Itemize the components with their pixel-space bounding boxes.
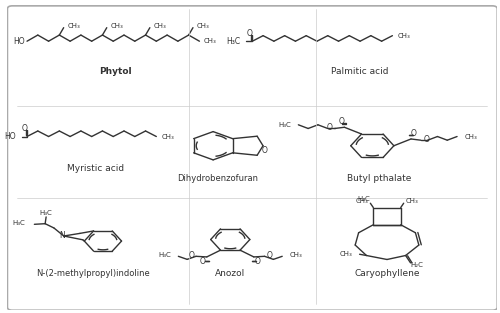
Text: Caryophyllene: Caryophyllene bbox=[354, 269, 420, 279]
Text: O: O bbox=[266, 251, 272, 259]
Text: O: O bbox=[200, 257, 206, 266]
Text: CH₃: CH₃ bbox=[197, 23, 209, 29]
Text: O: O bbox=[326, 123, 332, 132]
Text: CH₃: CH₃ bbox=[161, 134, 174, 140]
Text: N-(2-methylpropyl)indoline: N-(2-methylpropyl)indoline bbox=[36, 269, 150, 279]
Text: CH₃: CH₃ bbox=[464, 134, 477, 140]
Text: H₂C: H₂C bbox=[410, 262, 423, 268]
Text: O: O bbox=[410, 129, 416, 138]
Text: H₃C: H₃C bbox=[357, 196, 370, 202]
Text: Phytol: Phytol bbox=[99, 68, 132, 76]
Text: CH₃: CH₃ bbox=[290, 252, 302, 258]
Text: CH₃: CH₃ bbox=[340, 251, 352, 257]
Text: CH₃: CH₃ bbox=[398, 33, 410, 39]
Text: Palmitic acid: Palmitic acid bbox=[332, 68, 389, 76]
Text: H₃C: H₃C bbox=[158, 252, 171, 258]
Text: HO: HO bbox=[4, 132, 16, 141]
Text: O: O bbox=[188, 251, 194, 259]
Text: O: O bbox=[424, 135, 429, 144]
Text: O: O bbox=[247, 29, 253, 38]
Text: H₃C: H₃C bbox=[278, 122, 291, 128]
Text: O: O bbox=[262, 146, 268, 155]
Text: H₃C: H₃C bbox=[13, 220, 26, 226]
Text: CH₃: CH₃ bbox=[110, 23, 124, 29]
Text: Myristic acid: Myristic acid bbox=[67, 164, 124, 173]
Text: O: O bbox=[22, 124, 28, 133]
Text: HO: HO bbox=[13, 37, 24, 46]
FancyBboxPatch shape bbox=[8, 6, 497, 310]
Text: CH₃: CH₃ bbox=[356, 198, 368, 204]
Text: CH₃: CH₃ bbox=[68, 23, 80, 29]
Text: Anozol: Anozol bbox=[215, 269, 246, 279]
Text: Dihydrobenzofuran: Dihydrobenzofuran bbox=[178, 173, 258, 182]
Text: H₃C: H₃C bbox=[226, 37, 240, 46]
Text: CH₃: CH₃ bbox=[204, 38, 216, 44]
Text: O: O bbox=[339, 117, 345, 126]
Text: CH₃: CH₃ bbox=[406, 198, 418, 204]
Text: N: N bbox=[60, 232, 65, 240]
Text: O: O bbox=[255, 257, 260, 266]
Text: Butyl pthalate: Butyl pthalate bbox=[348, 173, 412, 182]
Text: CH₃: CH₃ bbox=[154, 23, 166, 29]
Text: H₃C: H₃C bbox=[40, 210, 52, 216]
